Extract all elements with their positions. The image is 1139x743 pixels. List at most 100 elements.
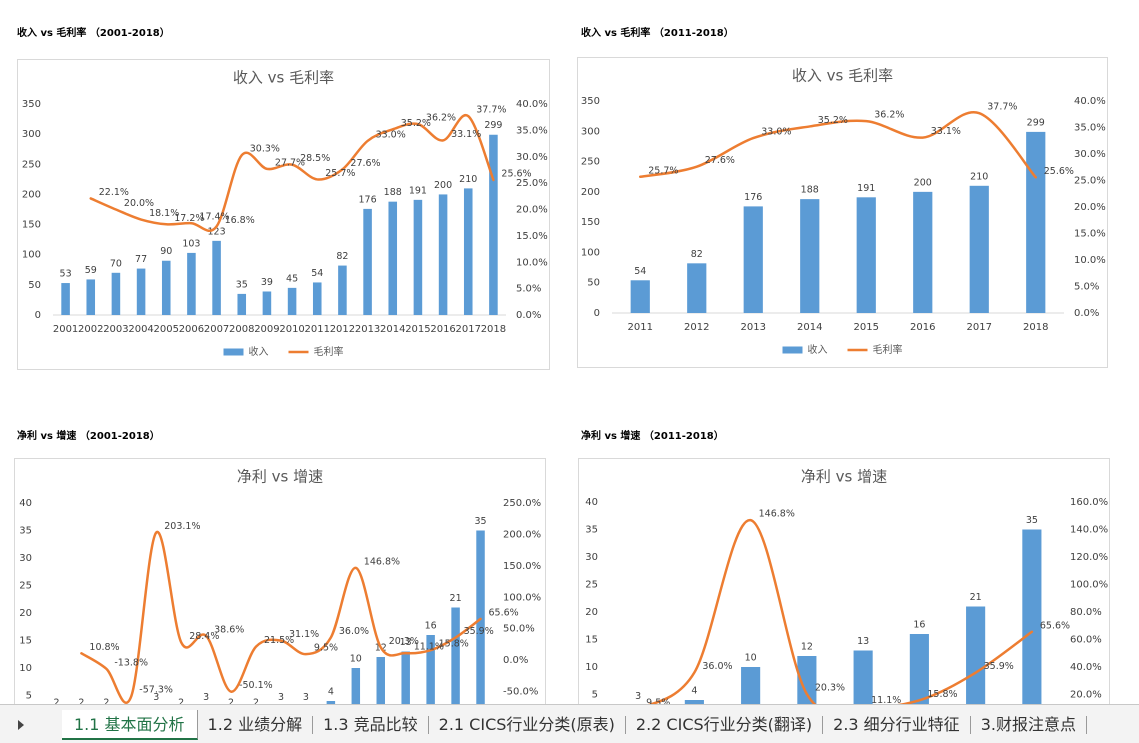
y2-tick-label: 25.0% <box>516 178 548 189</box>
legend-swatch <box>782 346 803 354</box>
bar <box>161 260 171 315</box>
y2-tick-label: 0.0% <box>1074 308 1099 319</box>
bar <box>463 188 473 315</box>
line-value-label: 37.7% <box>476 105 506 116</box>
y-tick-label: 5 <box>592 690 598 701</box>
y2-tick-label: 25.0% <box>1074 176 1106 187</box>
y-tick-label: 50 <box>28 280 41 291</box>
line-value-label: 33.1% <box>451 129 481 140</box>
line-value-label: 18.1% <box>149 208 179 219</box>
line-value-label: 146.8% <box>364 556 400 567</box>
y-tick-label: 25 <box>585 580 598 591</box>
bar <box>451 607 460 723</box>
bar <box>913 191 933 313</box>
line-value-label: 9.5% <box>646 697 670 708</box>
line-value-label: 25.6% <box>1044 166 1074 177</box>
line-value-label: -13.8% <box>114 657 148 668</box>
bar-value-label: 77 <box>135 254 147 265</box>
bar <box>969 185 989 313</box>
y-tick-label: 150 <box>581 217 600 228</box>
y2-tick-label: 160.0% <box>1070 497 1108 508</box>
bar <box>1026 131 1046 313</box>
sheet-tab[interactable]: 1.3 竞品比较 <box>313 715 429 734</box>
bar-value-label: 2 <box>53 698 59 709</box>
x-tick-label: 2009 <box>254 324 279 335</box>
line-value-label: 15.8% <box>927 689 957 700</box>
y-tick-label: 15 <box>585 635 598 646</box>
bar-value-label: 3 <box>203 692 209 703</box>
bar-value-label: 12 <box>801 642 813 653</box>
line-value-label: 25.6% <box>501 168 531 179</box>
chart-title: 净利 vs 增速 <box>237 468 323 486</box>
line-value-label: 37.7% <box>987 102 1017 113</box>
line-value-label: 33.0% <box>376 129 406 140</box>
bar-value-label: 59 <box>85 265 97 276</box>
scroll-arrow[interactable] <box>18 719 24 730</box>
bar-value-label: 35 <box>474 516 486 527</box>
bar-value-label: 4 <box>328 687 334 698</box>
bar <box>401 651 410 723</box>
bar <box>476 530 485 723</box>
sheet-tab[interactable]: 2.1 CICS行业分类(原表) <box>429 715 626 734</box>
line-value-label: 38.6% <box>214 624 244 635</box>
chart-title: 收入 vs 毛利率 <box>233 69 334 87</box>
bar-value-label: 2 <box>228 698 234 709</box>
y2-tick-label: 200.0% <box>503 529 541 540</box>
chart: 收入 vs 毛利率 0 50 100 150 200 250 300 350 0.0% 5.0% 10… <box>17 59 550 370</box>
chart-border <box>577 57 1108 368</box>
line-value-label: 20.3% <box>389 636 419 647</box>
line-value-label: 22.1% <box>99 187 129 198</box>
bar <box>1022 529 1042 722</box>
sheet-tab[interactable]: 2.3 细分行业特征 <box>823 715 971 734</box>
bar-value-label: 103 <box>182 238 200 249</box>
y-tick-label: 30 <box>585 552 598 563</box>
line-value-label: 35.2% <box>401 118 431 129</box>
x-tick-label: 2016 <box>910 322 935 333</box>
bar-value-label: 176 <box>359 194 377 205</box>
sheet-tab[interactable]: 2.2 CICS行业分类(翻译) <box>626 715 824 734</box>
x-tick-label: 2013 <box>355 324 380 335</box>
line-value-label: 11.1% <box>871 695 901 706</box>
legend-label: 收入 <box>808 343 828 356</box>
legend-label: 毛利率 <box>314 345 344 358</box>
y-tick-label: 350 <box>581 96 600 107</box>
line <box>639 111 1037 179</box>
y2-tick-label: 120.0% <box>1070 552 1108 563</box>
sheet-tab[interactable]: 3.财报注意点 <box>971 715 1087 734</box>
x-tick-label: 2013 <box>741 322 766 333</box>
y-tick-label: 50 <box>587 278 600 289</box>
sheet-title: 收入 vs 毛利率 （2001-2018） <box>17 28 170 39</box>
line-value-label: 25.7% <box>648 165 678 176</box>
bar <box>237 293 247 315</box>
x-tick-label: 2011 <box>305 324 330 335</box>
x-tick-label: 2018 <box>481 324 506 335</box>
bar-value-label: 16 <box>425 621 437 632</box>
bar-value-label: 13 <box>857 636 869 647</box>
line <box>89 113 495 232</box>
y2-tick-label: 100.0% <box>503 592 541 603</box>
bar <box>312 282 322 315</box>
y-tick-label: 300 <box>581 126 600 137</box>
bar <box>687 263 707 313</box>
sheet-tab[interactable]: 1.1 基本面分析 <box>62 709 198 740</box>
bar-value-label: 2 <box>78 698 84 709</box>
y2-tick-label: 60.0% <box>1070 635 1102 646</box>
bar <box>426 635 435 723</box>
legend-label: 收入 <box>249 345 269 358</box>
x-tick-label: 2003 <box>103 324 128 335</box>
x-tick-label: 2012 <box>330 324 355 335</box>
x-tick-label: 2017 <box>967 322 992 333</box>
chart: 收入 vs 毛利率 0 50 100 150 200 250 300 350 0.0% 5.0% 10… <box>577 57 1108 368</box>
legend: 收入 毛利率 <box>223 345 344 358</box>
line-value-label: 17.2% <box>174 213 204 224</box>
y-tick-label: 20 <box>19 608 32 619</box>
y-tick-label: 20 <box>585 607 598 618</box>
bar <box>966 606 986 722</box>
line-value-label: 65.6% <box>1040 620 1070 631</box>
y-tick-label: 5 <box>26 691 32 702</box>
bar <box>388 201 398 315</box>
line-value-label: 16.8% <box>225 215 255 226</box>
bar <box>351 668 361 723</box>
bar-value-label: 10 <box>745 653 757 664</box>
sheet-tab[interactable]: 1.2 业绩分解 <box>198 715 314 734</box>
